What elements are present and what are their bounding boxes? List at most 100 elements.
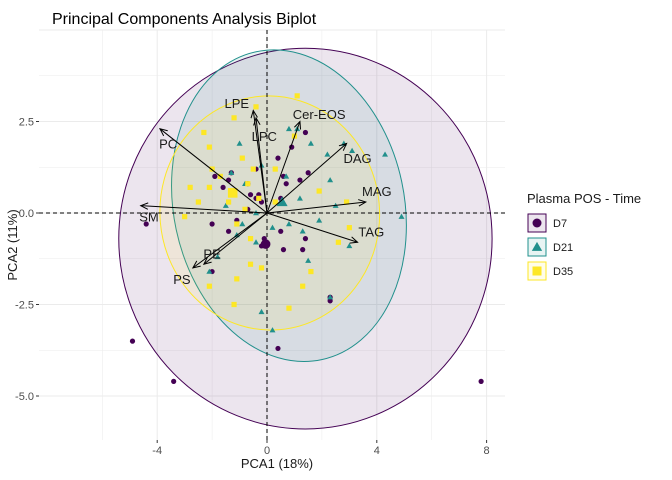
point-d7: [305, 170, 311, 176]
point-d35: [335, 239, 341, 245]
point-d7: [302, 129, 309, 136]
point-d7: [280, 247, 287, 253]
loading-arrowhead-lpe: [250, 109, 258, 119]
loading-label-lpe: LPE: [225, 96, 250, 111]
chart-title: Principal Components Analysis Biplot: [52, 11, 317, 28]
centroid-d7: [260, 239, 271, 249]
loading-label-cer-eos: Cer-EOS: [293, 107, 346, 122]
loading-label-lpc: LPC: [252, 129, 277, 144]
loading-arrowhead-lpc: [253, 116, 261, 126]
point-d7: [143, 221, 149, 227]
point-d21: [382, 151, 389, 157]
point-d21: [324, 151, 331, 157]
point-d35: [256, 195, 262, 201]
loading-label-mag: MAG: [362, 184, 392, 199]
point-d21: [299, 228, 306, 234]
loading-arrowhead-pc: [158, 128, 168, 137]
y-axis-label: PCA2 (11%): [5, 209, 20, 280]
point-d35: [206, 283, 212, 289]
point-d7: [300, 247, 306, 253]
loading-label-dag: DAG: [343, 151, 371, 166]
point-d35: [258, 265, 265, 271]
loading-arrow-cer-eos: [266, 121, 301, 214]
point-d35: [286, 305, 292, 311]
ellipse-d21: [171, 49, 407, 362]
x-tick-label: 0: [264, 445, 270, 457]
point-d7: [129, 338, 136, 344]
loading-arrowhead-pe: [202, 256, 212, 266]
legend-label-d35: D35: [553, 266, 573, 278]
point-d35: [231, 115, 237, 121]
point-d35: [239, 155, 245, 161]
loading-arrowhead-mag: [358, 199, 368, 207]
legend-marker-d35: [532, 266, 542, 276]
point-d21: [316, 217, 323, 223]
loading-label-sm: SM: [139, 210, 159, 225]
y-tick-label: 0.0: [19, 208, 34, 220]
legend: Plasma POS - Time D7 D21 D35: [527, 191, 641, 281]
point-d7: [225, 228, 232, 234]
point-d21: [228, 169, 235, 175]
point-d7: [278, 228, 284, 234]
loading-arrow-mag: [266, 201, 366, 214]
point-d35: [201, 129, 207, 136]
point-d7: [171, 378, 177, 384]
point-d35: [272, 199, 278, 205]
centroid-d35: [227, 188, 238, 198]
point-d35: [344, 199, 350, 205]
loading-arrow-lpc: [255, 117, 268, 214]
loading-arrowhead-cer-eos: [294, 120, 302, 130]
point-d35: [225, 199, 232, 205]
point-d21: [346, 242, 353, 249]
point-d35: [234, 276, 240, 282]
point-d21: [222, 202, 229, 208]
y-tick-label: -2.5: [15, 300, 34, 312]
point-d35: [182, 214, 188, 220]
point-d21: [296, 195, 303, 201]
point-d35: [250, 166, 256, 172]
loading-arrowhead-ps: [191, 260, 201, 269]
loading-arrow-pc: [159, 128, 268, 214]
legend-marker-d7: [532, 218, 542, 228]
point-d35: [300, 283, 306, 289]
point-d21: [349, 147, 356, 154]
loading-arrowhead-dag: [338, 142, 348, 151]
x-axis-ticks: -4 0 4 8: [152, 440, 490, 457]
y-tick-label: 2.5: [19, 117, 34, 129]
point-d21: [327, 177, 334, 183]
loading-label-tag: TAG: [358, 224, 384, 239]
group-centroids: [227, 188, 288, 249]
loading-arrow-pe: [203, 212, 268, 265]
point-d35: [242, 206, 248, 212]
data-points: [129, 93, 484, 384]
zero-reference-lines: [39, 30, 505, 440]
loading-arrow-dag: [266, 143, 347, 214]
point-d7: [302, 236, 309, 242]
point-d21: [239, 220, 246, 227]
loading-label-pc: PC: [159, 136, 177, 151]
point-d35: [187, 184, 193, 190]
point-d35: [247, 236, 254, 242]
point-d7: [297, 177, 303, 183]
point-d35: [316, 188, 322, 194]
point-d21: [283, 173, 290, 179]
y-axis-ticks: 2.5 0.0 -2.5 -5.0: [15, 117, 39, 403]
point-d7: [283, 181, 289, 187]
point-d21: [305, 257, 312, 263]
loading-arrow-sm: [140, 205, 268, 214]
loading-arrow-ps: [192, 212, 268, 269]
point-d35: [272, 166, 278, 172]
point-d21: [285, 125, 292, 132]
loading-arrowhead-sm: [139, 202, 149, 210]
x-tick-label: 4: [374, 445, 380, 457]
point-d21: [285, 220, 292, 227]
point-d35: [245, 181, 251, 187]
x-tick-label: 8: [484, 445, 490, 457]
point-d35: [206, 184, 212, 190]
point-d35: [308, 268, 314, 275]
y-tick-label: -5.0: [15, 391, 34, 403]
point-d21: [327, 294, 334, 300]
